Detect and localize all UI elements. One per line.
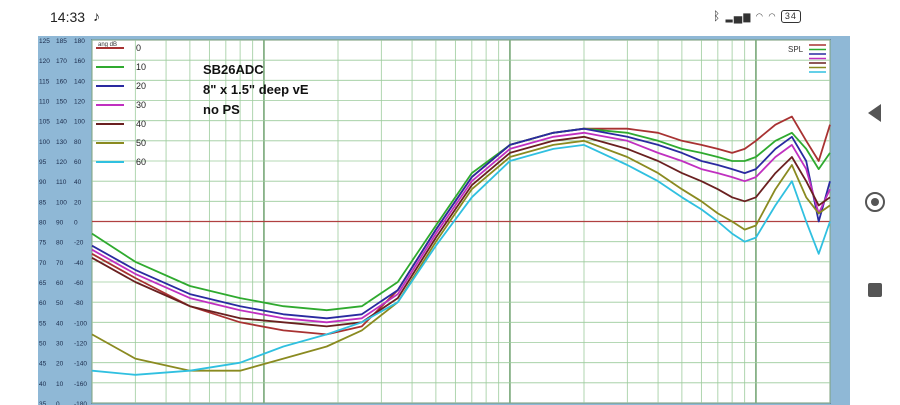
phone-screen: 14:33 ♪ ᛒ ▂▄▆ ◠ ◠ 34 125 120 115 110 105 100 9… xyxy=(0,0,850,405)
y-tick-label: 0 xyxy=(74,220,78,227)
y-tick-label: 120 xyxy=(56,159,67,166)
y-tick-label: 70 xyxy=(56,260,64,267)
series-line-0 xyxy=(91,115,831,336)
y-tick-label: 70 xyxy=(39,260,47,267)
y-tick-label: 60 xyxy=(56,280,64,287)
annotation-line: 8" x 1.5" deep vE xyxy=(203,82,309,97)
bluetooth-icon: ᛒ xyxy=(713,9,722,23)
spl-legend: SPL xyxy=(788,44,826,73)
y-tick-label: 160 xyxy=(56,78,67,85)
signal-icon: ▂▄▆ xyxy=(725,9,752,23)
chart-series xyxy=(91,115,831,376)
series-line-60 xyxy=(91,144,831,376)
y-tick-label: 140 xyxy=(74,78,85,85)
y-tick-label: 80 xyxy=(39,220,47,227)
y-tick-label: 10 xyxy=(56,381,64,388)
y-tick-label: 110 xyxy=(56,179,67,186)
legend-label-40: 40 xyxy=(136,119,146,129)
y-tick-label: 140 xyxy=(56,119,67,126)
navigation-bar xyxy=(850,0,900,405)
y-tick-label: 90 xyxy=(39,179,47,186)
legend-label-10: 10 xyxy=(136,62,146,72)
y-tick-label: 100 xyxy=(39,139,50,146)
y-tick-label: 20 xyxy=(74,199,82,206)
series-line-30 xyxy=(91,131,831,324)
tiktok-icon: ♪ xyxy=(93,8,100,24)
battery-icon: 34 xyxy=(780,10,801,23)
y-tick-label: 50 xyxy=(56,300,64,307)
y-tick-label: 65 xyxy=(39,280,47,287)
y-tick-label: 185 xyxy=(56,38,67,45)
y-tick-label: 95 xyxy=(39,159,47,166)
y-tick-label: 55 xyxy=(39,320,47,327)
frequency-response-chart: 1251201151101051009590858075706560555045… xyxy=(39,38,831,405)
y-tick-label: -20 xyxy=(74,240,84,247)
recent-apps-icon[interactable] xyxy=(864,279,886,301)
y-tick-label: 45 xyxy=(39,361,47,368)
y-tick-label: 75 xyxy=(39,240,47,247)
y-tick-label: 120 xyxy=(39,58,50,65)
wifi-icon: ◠ xyxy=(755,9,764,23)
status-time: 14:33 xyxy=(50,9,86,25)
series-line-50 xyxy=(91,139,831,372)
annotation-line: no PS xyxy=(203,102,240,117)
series-line-10 xyxy=(91,127,831,312)
legend-label-50: 50 xyxy=(136,138,146,148)
y-tick-label: 80 xyxy=(74,139,82,146)
y-tick-label: -100 xyxy=(74,320,87,327)
y-axis-ticks: 1251201151101051009590858075706560555045… xyxy=(39,38,87,405)
y-tick-label: -140 xyxy=(74,361,87,368)
back-icon[interactable] xyxy=(864,102,886,124)
y-tick-label: -40 xyxy=(74,260,84,267)
series-line-20 xyxy=(91,127,831,320)
y-tick-label: 160 xyxy=(74,58,85,65)
y-tick-label: 80 xyxy=(56,240,64,247)
y-tick-label: 40 xyxy=(56,320,64,327)
y-tick-label: 130 xyxy=(56,139,67,146)
legend-label-20: 20 xyxy=(136,81,146,91)
y-tick-label: 110 xyxy=(39,99,50,106)
chart-area: 125 120 115 110 105 100 95 90 85 80 75 70 65 60 55 50 45… xyxy=(38,36,850,405)
y-tick-label: 60 xyxy=(39,300,47,307)
legend-label-0: 0 xyxy=(136,43,141,53)
y-tick-label: 40 xyxy=(74,179,82,186)
y-tick-label: 85 xyxy=(39,199,47,206)
series-line-40 xyxy=(91,135,831,328)
battery-level: 34 xyxy=(784,11,797,21)
chart-legend: ang dB 0 10 20 30 40 50 60 xyxy=(96,42,146,167)
chart-grid xyxy=(91,39,831,404)
y-tick-label: -180 xyxy=(74,401,87,405)
y-tick-label: 125 xyxy=(39,38,50,45)
legend-label-60: 60 xyxy=(136,157,146,167)
spl-label: SPL xyxy=(788,45,804,54)
y-tick-label: -160 xyxy=(74,381,87,388)
y-tick-label: -80 xyxy=(74,300,84,307)
annotation-line: SB26ADC xyxy=(203,62,264,77)
y-tick-label: 50 xyxy=(39,341,47,348)
y-tick-label: 180 xyxy=(74,38,85,45)
y-tick-label: 60 xyxy=(74,159,82,166)
y-tick-label: 40 xyxy=(39,381,47,388)
y-tick-label: 90 xyxy=(56,220,64,227)
home-icon[interactable] xyxy=(864,191,886,213)
status-bar: 14:33 ♪ ᛒ ▂▄▆ ◠ ◠ 34 xyxy=(0,0,850,36)
legend-title: ang dB xyxy=(98,42,117,48)
y-tick-label: 35 xyxy=(39,401,47,405)
y-tick-label: 30 xyxy=(56,341,64,348)
chart-annotation: SB26ADC 8" x 1.5" deep vE no PS xyxy=(203,62,309,117)
y-tick-label: 120 xyxy=(74,99,85,106)
y-tick-label: 100 xyxy=(56,199,67,206)
y-tick-label: -60 xyxy=(74,280,84,287)
legend-label-30: 30 xyxy=(136,100,146,110)
y-tick-label: 150 xyxy=(56,99,67,106)
wifi-icon: ◠ xyxy=(768,9,777,23)
y-tick-label: 170 xyxy=(56,58,67,65)
y-tick-label: 115 xyxy=(39,78,50,85)
y-tick-label: 105 xyxy=(39,119,50,126)
y-tick-label: 0 xyxy=(56,401,60,405)
y-tick-label: 20 xyxy=(56,361,64,368)
y-tick-label: -120 xyxy=(74,341,87,348)
status-icons: ᛒ ▂▄▆ ◠ ◠ 34 xyxy=(713,9,801,23)
y-tick-label: 100 xyxy=(74,119,85,126)
